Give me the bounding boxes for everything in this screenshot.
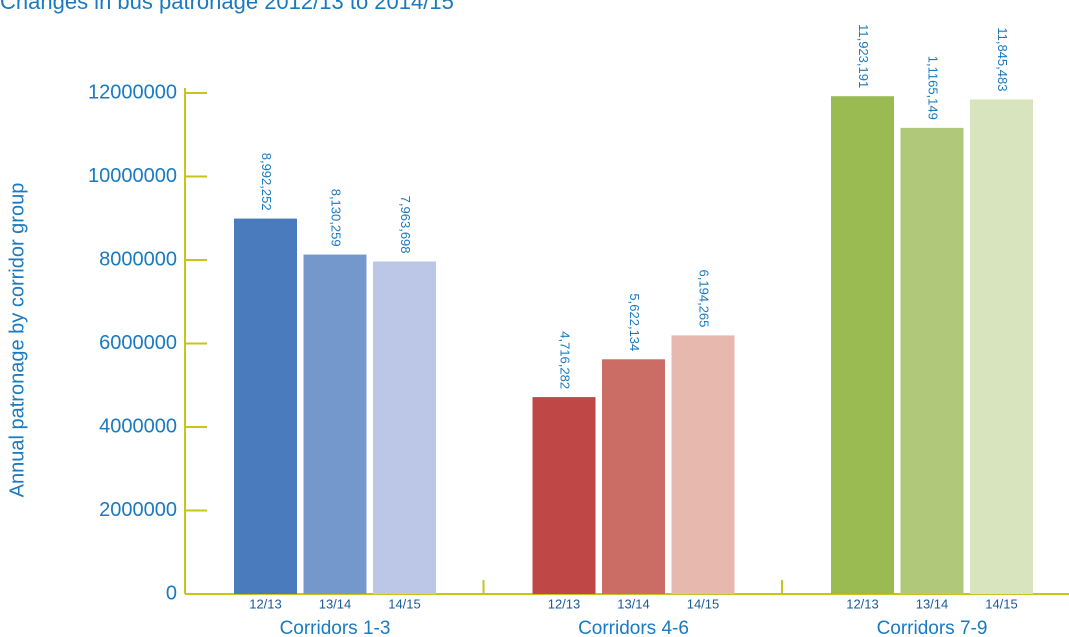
bar: [970, 99, 1033, 595]
y-tick-label: 0: [166, 582, 177, 604]
x-tick-label: 12/13: [548, 596, 581, 611]
value-label: 5,622,134: [627, 293, 642, 351]
x-tick-label: 14/15: [985, 596, 1018, 611]
bar: [303, 254, 367, 594]
group-label: Corridors 1-3: [280, 618, 391, 637]
x-tick-label: 13/14: [319, 596, 352, 611]
y-tick-label: 12000000: [88, 81, 177, 103]
bar: [234, 218, 297, 594]
x-tick-label: 13/14: [617, 596, 650, 611]
value-label: 11,845,483: [995, 27, 1010, 91]
value-label: 8,992,252: [259, 153, 274, 211]
y-tick-label: 8000000: [99, 248, 177, 270]
y-tick-label: 6000000: [99, 332, 177, 354]
y-tick-label: 4000000: [99, 415, 177, 437]
bar: [831, 96, 894, 594]
value-label: 11,923,191: [856, 24, 871, 88]
x-tick-label: 14/15: [687, 596, 720, 611]
x-tick-label: 12/13: [846, 596, 879, 611]
bar: [602, 359, 665, 594]
chart-title: Changes in bus patronage 2012/13 to 2014…: [0, 0, 454, 14]
value-label: 8,130,259: [329, 189, 344, 247]
x-tick-label: 13/14: [916, 596, 949, 611]
value-label: 6,194,265: [697, 270, 712, 328]
value-label: 4,716,282: [558, 331, 573, 389]
value-label: 1,1165,149: [926, 56, 941, 120]
x-tick-label: 12/13: [249, 596, 282, 611]
bar: [900, 127, 964, 594]
value-label: 7,963,698: [398, 196, 413, 254]
y-axis-label: Annual patronage by corridor group: [6, 183, 28, 498]
bar: [671, 335, 735, 594]
y-tick-label: 2000000: [99, 499, 177, 521]
bar: [373, 261, 436, 594]
x-tick-label: 14/15: [388, 596, 421, 611]
bar: [532, 397, 596, 594]
y-tick-label: 10000000: [88, 165, 177, 187]
group-label: Corridors 7-9: [877, 618, 988, 637]
group-label: Corridors 4-6: [578, 618, 689, 637]
